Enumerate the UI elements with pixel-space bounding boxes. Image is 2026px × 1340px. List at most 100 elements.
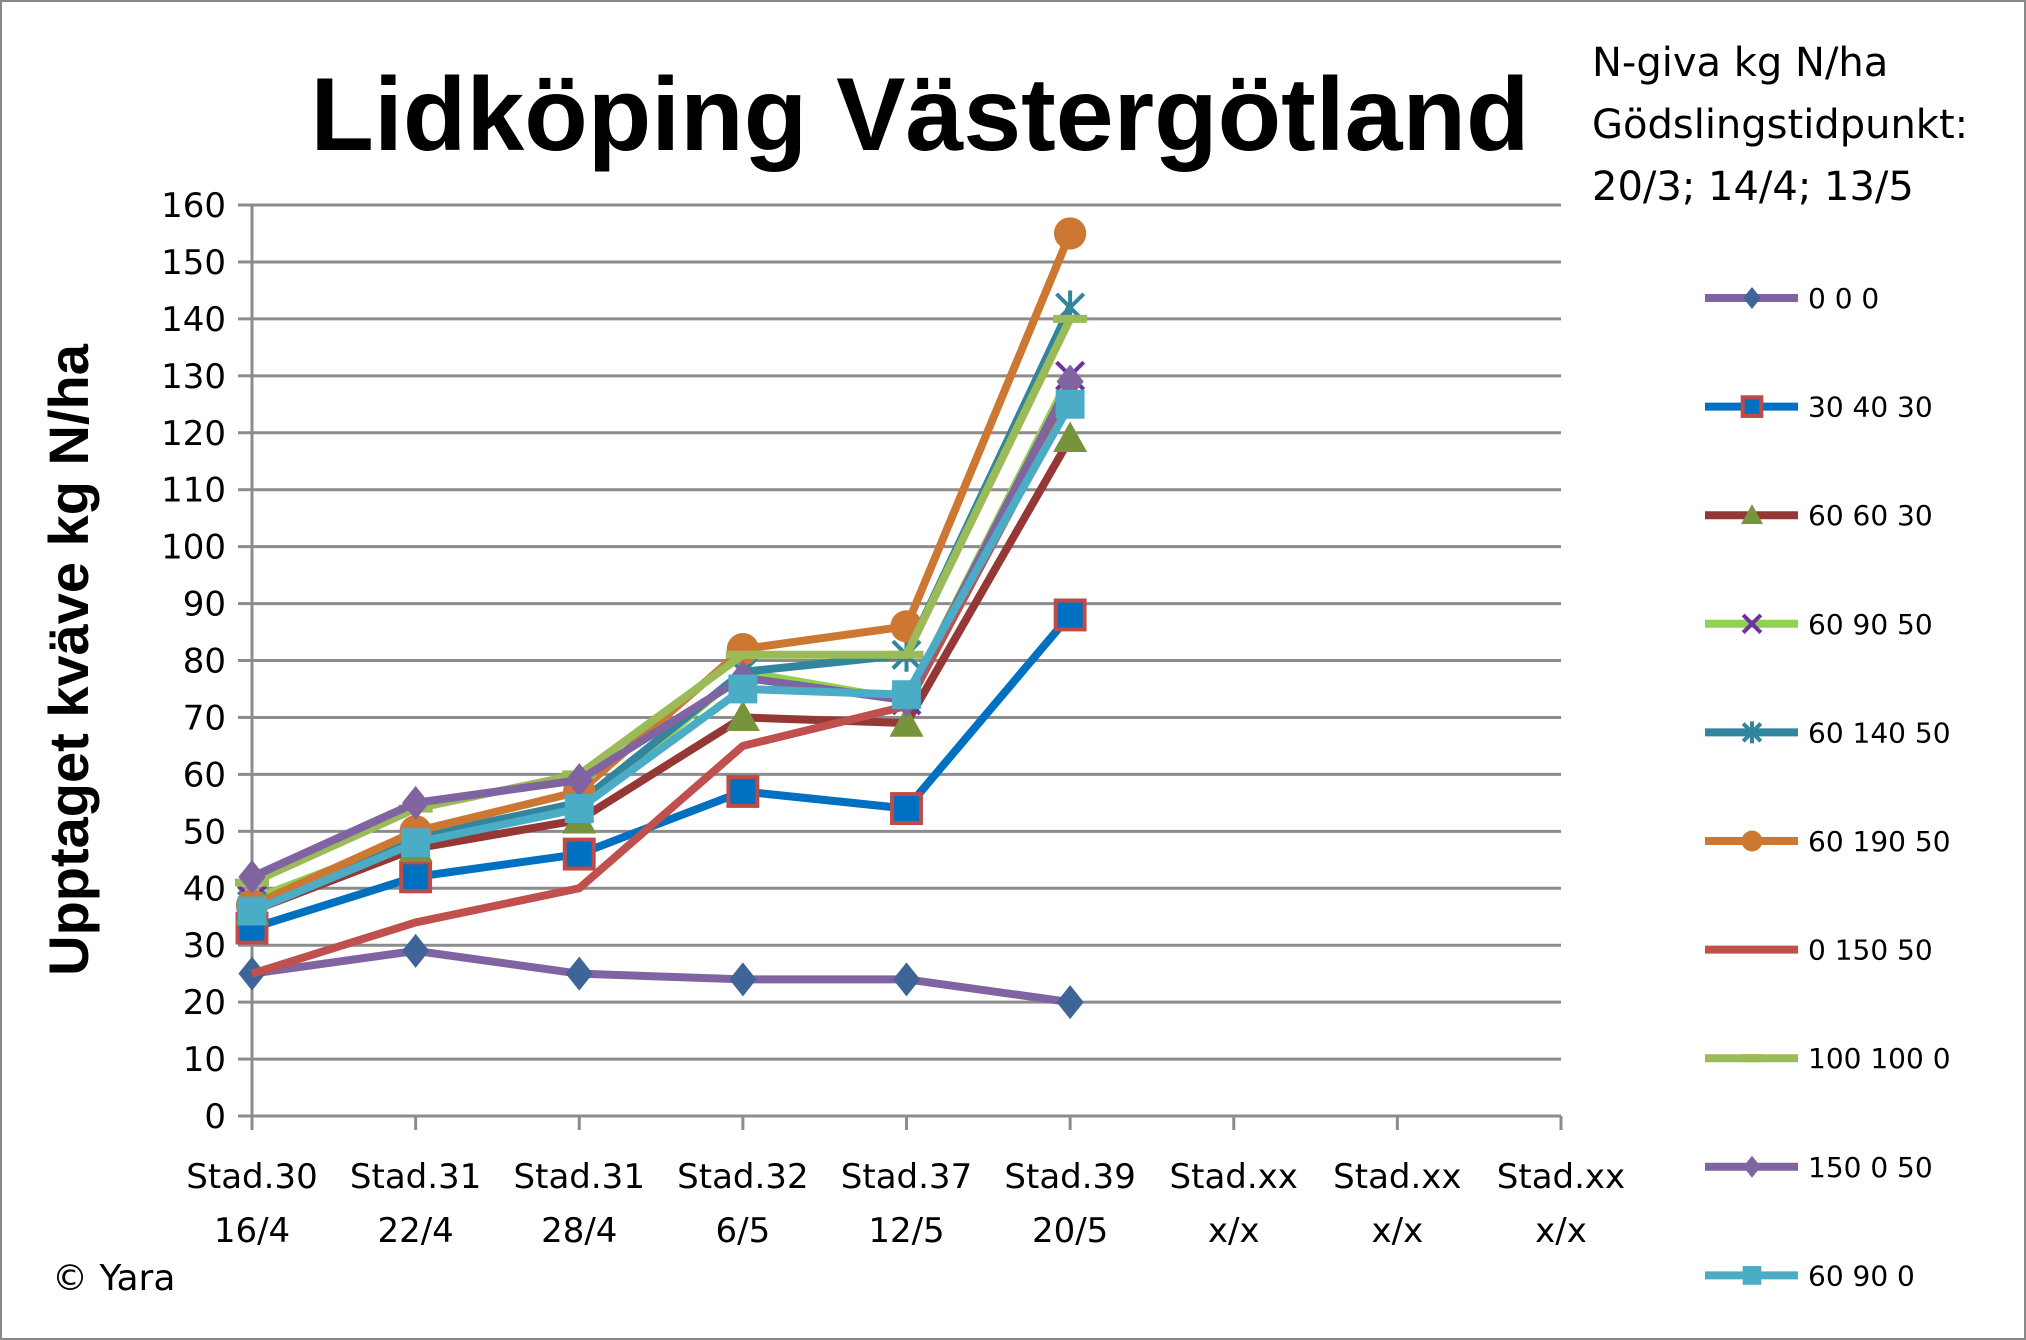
legend-item: 60 60 30: [1705, 499, 1933, 532]
x-tick-label: Stad.xx: [1170, 1157, 1298, 1197]
data-point: [890, 792, 923, 825]
y-tick-label: 150: [161, 243, 226, 283]
x-tick-label: Stad.xx: [1333, 1157, 1461, 1197]
y-tick-label: 160: [161, 186, 226, 226]
legend: 0 0 0 30 40 30 60 60 30 60 90 50 60 140 50 60…: [1705, 282, 1951, 1292]
copyright-text: © Yara: [52, 1258, 175, 1299]
legend-item: 100 100 0: [1705, 1042, 1951, 1075]
data-point: [725, 700, 760, 732]
legend-title-line: 20/3; 14/4; 13/5: [1592, 164, 1914, 210]
x-tick-label: Stad.32: [677, 1157, 808, 1197]
series-line: [250, 436, 1074, 915]
series-line: [250, 612, 1074, 932]
series-60-90-0: [237, 389, 1085, 926]
x-tick-label: Stad.37: [841, 1157, 972, 1197]
data-point: [1053, 598, 1087, 632]
x-tick-label: Stad.30: [186, 1157, 317, 1197]
legend-marker: [1743, 287, 1761, 309]
y-tick-label: 20: [183, 983, 226, 1023]
y-tick-label: 140: [161, 300, 226, 340]
data-point: [889, 650, 924, 659]
legend-label: 100 100 0: [1808, 1042, 1951, 1075]
data-point: [1053, 314, 1088, 323]
y-tick-label: 110: [161, 471, 226, 511]
x-tick-label: x/x: [1372, 1211, 1424, 1251]
legend-label: 60 60 30: [1808, 499, 1933, 532]
data-point: [889, 706, 924, 737]
chart-title: Lidköping Västergötland: [310, 57, 1529, 173]
data-point: [564, 794, 594, 823]
y-tick-label: 50: [183, 812, 226, 852]
data-point: [402, 785, 430, 820]
legend-title-line: Gödslingstidpunkt:: [1592, 102, 1968, 148]
x-tick-label: Stad.39: [1004, 1157, 1135, 1197]
legend-item: 0 150 50: [1705, 934, 1933, 967]
series-line: [250, 231, 1074, 909]
series-0-0-0: [238, 933, 1084, 1020]
legend-title: N-giva kg N/ha Gödslingstidpunkt: 20/3; …: [1592, 40, 1968, 210]
legend-label: 0 150 50: [1808, 934, 1933, 967]
legend-marker: [1742, 1266, 1762, 1285]
y-tick-label: 10: [183, 1040, 226, 1080]
x-tick-label: 20/5: [1032, 1211, 1108, 1251]
legend-marker: [1741, 830, 1763, 852]
series-line: [250, 317, 1074, 887]
legend-label: 150 0 50: [1808, 1151, 1933, 1184]
x-tick-label: 12/5: [868, 1211, 944, 1251]
legend-item: 0 0 0: [1705, 282, 1879, 315]
legend-item: 60 190 50: [1705, 825, 1951, 858]
legend-item: 150 0 50: [1705, 1151, 1933, 1184]
legend-label: 60 190 50: [1808, 825, 1951, 858]
legend-marker: [1741, 721, 1763, 744]
y-tick-label: 70: [183, 698, 226, 738]
data-point: [237, 896, 267, 926]
x-tick-label: 6/5: [716, 1211, 771, 1251]
legend-marker: [1740, 395, 1764, 418]
legend-marker: [1741, 504, 1763, 524]
x-tick-label: 16/4: [214, 1211, 290, 1251]
x-tick-label: x/x: [1535, 1211, 1587, 1251]
legend-label: 60 90 0: [1808, 1259, 1915, 1292]
legend-item: 60 90 0: [1705, 1259, 1915, 1292]
data-point: [402, 933, 430, 968]
legend-marker: [1741, 1054, 1763, 1063]
y-tick-label: 90: [183, 585, 226, 625]
legend-label: 60 90 50: [1808, 608, 1933, 641]
legend-label: 0 0 0: [1808, 282, 1879, 315]
data-point: [565, 763, 593, 798]
data-point: [565, 956, 593, 991]
data-point: [1055, 389, 1085, 419]
y-tick-label: 0: [204, 1097, 226, 1137]
series-line: [251, 946, 1071, 1007]
data-point: [892, 962, 921, 997]
y-tick-label: 100: [161, 528, 226, 568]
y-axis-label: Upptaget kväve kg N/ha: [37, 343, 100, 976]
data-point: [726, 775, 760, 808]
data-point: [729, 962, 757, 997]
data-point: [728, 674, 758, 704]
data-point: [1056, 985, 1084, 1020]
data-point: [562, 837, 596, 871]
data-point: [401, 828, 431, 858]
data-point: [892, 680, 921, 710]
y-tick-label: 80: [183, 642, 226, 682]
data-point: [238, 859, 266, 894]
legend-item: 60 90 50: [1705, 608, 1933, 641]
x-tick-label: 22/4: [377, 1211, 453, 1251]
series-line: [250, 402, 1074, 915]
legend-marker: [1743, 1155, 1761, 1178]
legend-label: 60 140 50: [1808, 716, 1951, 749]
data-point: [1053, 421, 1088, 453]
data-point: [399, 860, 433, 894]
x-tick-label: Stad.31: [514, 1157, 645, 1197]
x-tick-label: Stad.31: [350, 1157, 481, 1197]
legend-item: 60 140 50: [1705, 716, 1951, 749]
legend-title-line: N-giva kg N/ha: [1592, 40, 1888, 86]
x-tick-label: x/x: [1208, 1211, 1260, 1251]
data-point: [725, 650, 760, 659]
data-point: [1053, 217, 1087, 250]
data-point: [1056, 364, 1084, 399]
y-tick-label: 130: [161, 357, 226, 397]
x-tick-label: Stad.xx: [1497, 1157, 1625, 1197]
